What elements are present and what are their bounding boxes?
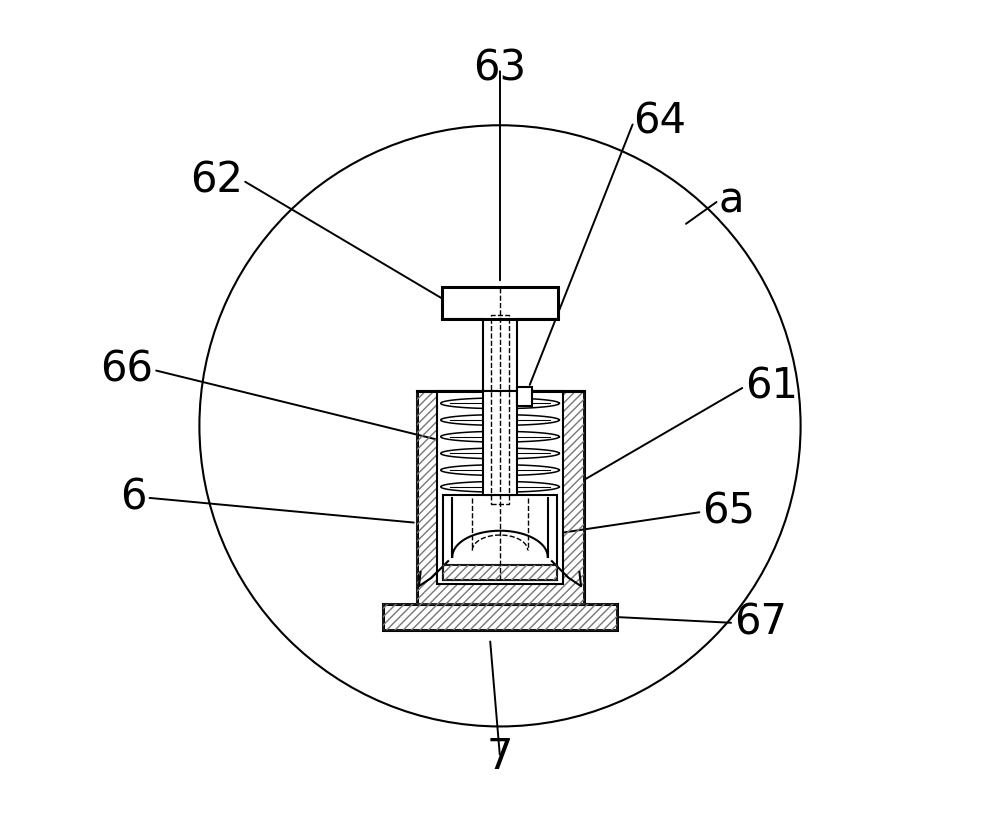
Bar bbox=[491, 315, 509, 504]
Bar bbox=[416, 391, 584, 604]
Text: 6: 6 bbox=[120, 477, 147, 519]
Bar bbox=[416, 391, 584, 604]
Bar bbox=[437, 391, 563, 584]
Bar bbox=[443, 565, 557, 580]
Bar bbox=[483, 319, 517, 391]
Text: 66: 66 bbox=[100, 349, 153, 391]
Text: 64: 64 bbox=[634, 101, 687, 143]
Bar bbox=[517, 387, 532, 406]
Bar bbox=[442, 287, 558, 319]
Text: 63: 63 bbox=[473, 48, 527, 89]
Text: 61: 61 bbox=[745, 366, 798, 407]
Text: 7: 7 bbox=[487, 736, 513, 778]
Text: a: a bbox=[719, 180, 744, 221]
Bar bbox=[383, 604, 617, 630]
Text: 65: 65 bbox=[702, 491, 755, 533]
Text: 67: 67 bbox=[734, 602, 787, 644]
Bar bbox=[483, 391, 517, 495]
Bar bbox=[443, 565, 557, 580]
Bar bbox=[443, 495, 557, 580]
Bar bbox=[383, 604, 617, 630]
Text: 62: 62 bbox=[190, 159, 243, 201]
